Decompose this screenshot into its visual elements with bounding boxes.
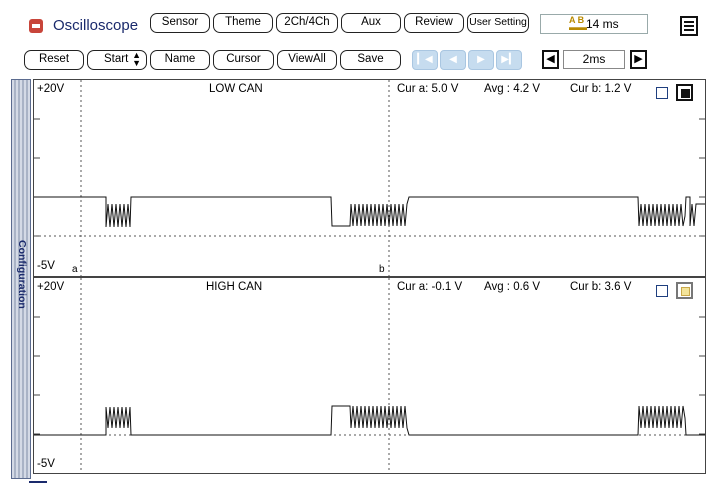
- user-setting-button[interactable]: User Setting: [467, 13, 529, 33]
- review-button[interactable]: Review: [404, 13, 464, 33]
- ymin-label: -5V: [37, 260, 55, 272]
- time-readout-box: A B ▬▬ 14 ms: [540, 14, 648, 34]
- avg-readout: Avg : 0.6 V: [484, 281, 541, 293]
- configuration-label: Configuration: [16, 240, 28, 309]
- last-icon[interactable]: ▶▎: [496, 50, 522, 70]
- reset-button[interactable]: Reset: [24, 50, 84, 70]
- time-readout: 14 ms: [586, 17, 619, 31]
- timebase-label: 2ms: [582, 52, 606, 66]
- channel-panel-low-can[interactable]: +20V LOW CAN Cur a: 5.0 V Avg : 4.2 V Cu…: [33, 79, 706, 277]
- trace: [34, 196, 705, 228]
- theme-button[interactable]: Theme: [213, 13, 273, 33]
- footer-mark: [29, 481, 47, 483]
- start-button[interactable]: Start ▲ ▼: [87, 50, 147, 70]
- ymax-label: +20V: [37, 281, 65, 293]
- save-button[interactable]: Save: [340, 50, 401, 70]
- channels-button[interactable]: 2Ch/4Ch: [276, 13, 338, 33]
- avg-readout: Avg : 4.2 V: [484, 83, 541, 95]
- timebase-increase-icon[interactable]: ▶: [630, 50, 647, 69]
- waveform-low-can: [34, 80, 705, 276]
- cursor-b-marker: b: [379, 264, 385, 275]
- viewall-button[interactable]: ViewAll: [277, 50, 337, 70]
- channel-name: HIGH CAN: [206, 281, 263, 293]
- prev-icon[interactable]: ◀: [440, 50, 466, 70]
- ymin-label: -5V: [37, 458, 55, 470]
- menu-icon[interactable]: [680, 16, 698, 36]
- start-label: Start: [104, 53, 129, 65]
- channel-color-swatch[interactable]: [676, 282, 693, 299]
- cursor-b-readout: Cur b: 1.2 V: [570, 83, 632, 95]
- time-icon: A B ▬▬: [569, 15, 587, 32]
- updown-arrows-icon: ▲ ▼: [132, 50, 141, 68]
- waveform-high-can: [34, 278, 705, 473]
- timebase-decrease-icon[interactable]: ◀: [542, 50, 559, 69]
- app-title: Oscilloscope: [53, 17, 139, 34]
- trace: [34, 405, 705, 436]
- cursor-a-readout: Cur a: 5.0 V: [397, 83, 459, 95]
- channel-name: LOW CAN: [209, 83, 263, 95]
- cursor-b-readout: Cur b: 3.6 V: [570, 281, 632, 293]
- next-icon[interactable]: ▶: [468, 50, 494, 70]
- cursor-button[interactable]: Cursor: [213, 50, 274, 70]
- color-fill: [681, 89, 690, 98]
- name-button[interactable]: Name: [150, 50, 210, 70]
- cursor-a-readout: Cur a: -0.1 V: [397, 281, 463, 293]
- channel-panel-high-can[interactable]: +20V HIGH CAN Cur a: -0.1 V Avg : 0.6 V …: [33, 277, 706, 474]
- color-fill: [681, 287, 690, 296]
- aux-button[interactable]: Aux: [341, 13, 401, 33]
- channel-checkbox[interactable]: [656, 87, 668, 99]
- configuration-sidebar[interactable]: Configuration: [11, 79, 31, 479]
- record-icon[interactable]: [29, 19, 43, 33]
- first-icon[interactable]: ▎◀: [412, 50, 438, 70]
- ymax-label: +20V: [37, 83, 65, 95]
- channel-checkbox[interactable]: [656, 285, 668, 297]
- channel-color-swatch[interactable]: [676, 84, 693, 101]
- cursor-a-marker: a: [72, 264, 78, 275]
- timebase-value: 2ms: [563, 50, 625, 69]
- sensor-button[interactable]: Sensor: [150, 13, 210, 33]
